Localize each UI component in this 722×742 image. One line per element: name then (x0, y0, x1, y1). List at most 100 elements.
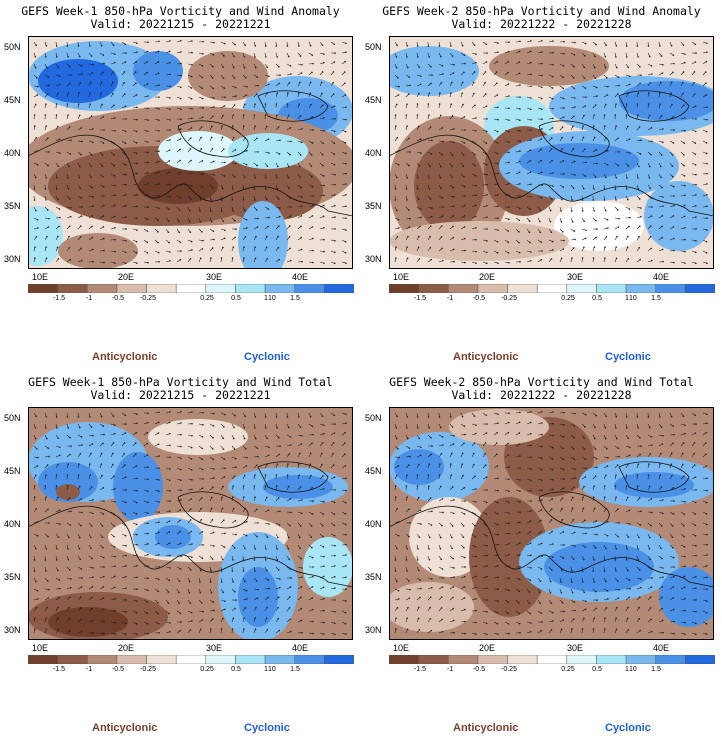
lat-label: 50N (4, 413, 21, 423)
colorbar-tick: -1.5 (52, 295, 66, 302)
colorbar-swatch (566, 284, 597, 293)
lon-label: 20E (118, 272, 135, 282)
colorbar-swatch (146, 284, 177, 293)
lat-label: 40N (4, 148, 21, 158)
colorbar-swatch (448, 284, 479, 293)
colorbar-tick: 1.5 (651, 295, 661, 302)
vorticity-map (389, 407, 714, 640)
colorbar-tick: 0.5 (592, 295, 602, 302)
colorbar-swatch (507, 655, 538, 664)
vorticity-map (28, 36, 353, 269)
lat-label: 35N (365, 201, 382, 211)
panel-week1-total: GEFS Week-1 850-hPa Vorticity and Wind T… (0, 371, 361, 742)
colorbar-tick: 0.25 (200, 295, 214, 302)
colorbar-swatch (655, 655, 686, 664)
colorbar-swatch (235, 284, 266, 293)
panel-title: GEFS Week-1 850-hPa Vorticity and Wind T… (28, 375, 333, 389)
colorbar-scale-note: 10 (629, 666, 637, 673)
map-frame (389, 407, 714, 640)
map-frame (389, 36, 714, 269)
colorbar-tick: -0.25 (140, 295, 156, 302)
wind-vectors (394, 410, 708, 636)
colorbar-swatch (57, 284, 88, 293)
lat-label: 40N (4, 519, 21, 529)
colorbar-swatch (28, 655, 58, 664)
colorbar-tick: -0.5 (111, 295, 125, 302)
colorbar-tick: 1.5 (290, 295, 300, 302)
colorbar-tick: 1.5 (651, 666, 661, 673)
colorbar-swatch (294, 655, 325, 664)
panel-title: GEFS Week-2 850-hPa Vorticity and Wind A… (382, 4, 701, 18)
colorbar-swatch (324, 655, 354, 664)
colorbar-tick: -1.5 (413, 666, 427, 673)
colorbar-swatch (685, 284, 715, 293)
cyclonic-label: Cyclonic (605, 351, 651, 363)
anticyclonic-label: Anticyclonic (453, 722, 519, 734)
colorbar-tick: -0.25 (501, 295, 517, 302)
wind-vectors (394, 39, 708, 265)
lon-label: 10E (393, 643, 410, 653)
colorbar-swatch (264, 284, 295, 293)
colorbar-swatch (566, 655, 597, 664)
cyclonic-label: Cyclonic (244, 722, 290, 734)
colorbar-tick: -1 (85, 295, 93, 302)
coastline (28, 90, 353, 217)
lat-label: 35N (4, 201, 21, 211)
vorticity-map (389, 36, 714, 269)
lon-label: 20E (479, 643, 496, 653)
colorbar-tick: -1 (446, 295, 454, 302)
colorbar-swatch (324, 284, 354, 293)
lat-label: 45N (365, 466, 382, 476)
lat-label: 50N (365, 42, 382, 52)
colorbar-swatch (87, 284, 118, 293)
coastline (389, 90, 714, 217)
colorbar-tick: -1 (446, 666, 454, 673)
colorbar-tick: -0.5 (472, 295, 486, 302)
lon-label: 30E (567, 272, 584, 282)
anticyclonic-label: Anticyclonic (453, 351, 519, 363)
lat-label: 45N (4, 466, 21, 476)
panel-valid-dates: Valid: 20221222 - 20221228 (451, 388, 632, 402)
colorbar-swatch (264, 655, 295, 664)
map-frame (28, 407, 353, 640)
lat-label: 45N (365, 95, 382, 105)
colorbar-tick: 1 (264, 666, 268, 673)
colorbar-swatch (294, 284, 325, 293)
coastline (28, 461, 353, 588)
colorbar-tick: 1 (264, 295, 268, 302)
lon-label: 30E (206, 272, 223, 282)
colorbar-tick: 0.25 (561, 666, 575, 673)
colorbar-swatch (116, 655, 147, 664)
panel-valid-dates: Valid: 20221215 - 20221221 (90, 17, 271, 31)
colorbar-scale-note: 10 (268, 666, 276, 673)
colorbar-scale-note: 10 (629, 295, 637, 302)
colorbar-swatch (57, 655, 88, 664)
colorbar-tick: 0.5 (231, 295, 241, 302)
lon-label: 40E (653, 272, 670, 282)
colorbar (28, 655, 354, 664)
colorbar-swatch (205, 655, 236, 664)
colorbar-swatch (448, 655, 479, 664)
colorbar-swatch (175, 284, 207, 293)
colorbar-tick: 0.25 (200, 666, 214, 673)
cyclonic-label: Cyclonic (244, 351, 290, 363)
lon-label: 40E (653, 643, 670, 653)
colorbar-tick: -0.25 (501, 666, 517, 673)
colorbar-tick: -0.5 (111, 666, 125, 673)
lat-label: 50N (4, 42, 21, 52)
lon-label: 40E (292, 272, 309, 282)
colorbar-swatch (175, 655, 207, 664)
colorbar-tick: -0.25 (140, 666, 156, 673)
colorbar-swatch (507, 284, 538, 293)
colorbar-tick: 1 (625, 666, 629, 673)
lon-label: 30E (567, 643, 584, 653)
lat-label: 35N (365, 572, 382, 582)
lat-label: 35N (4, 572, 21, 582)
colorbar-swatch (235, 655, 266, 664)
colorbar-tick: 0.25 (561, 295, 575, 302)
colorbar-swatch (596, 284, 627, 293)
colorbar-swatch (536, 655, 568, 664)
panel-week2-anomaly: GEFS Week-2 850-hPa Vorticity and Wind A… (361, 0, 722, 371)
colorbar-tick: 1 (625, 295, 629, 302)
colorbar-swatch (596, 655, 627, 664)
